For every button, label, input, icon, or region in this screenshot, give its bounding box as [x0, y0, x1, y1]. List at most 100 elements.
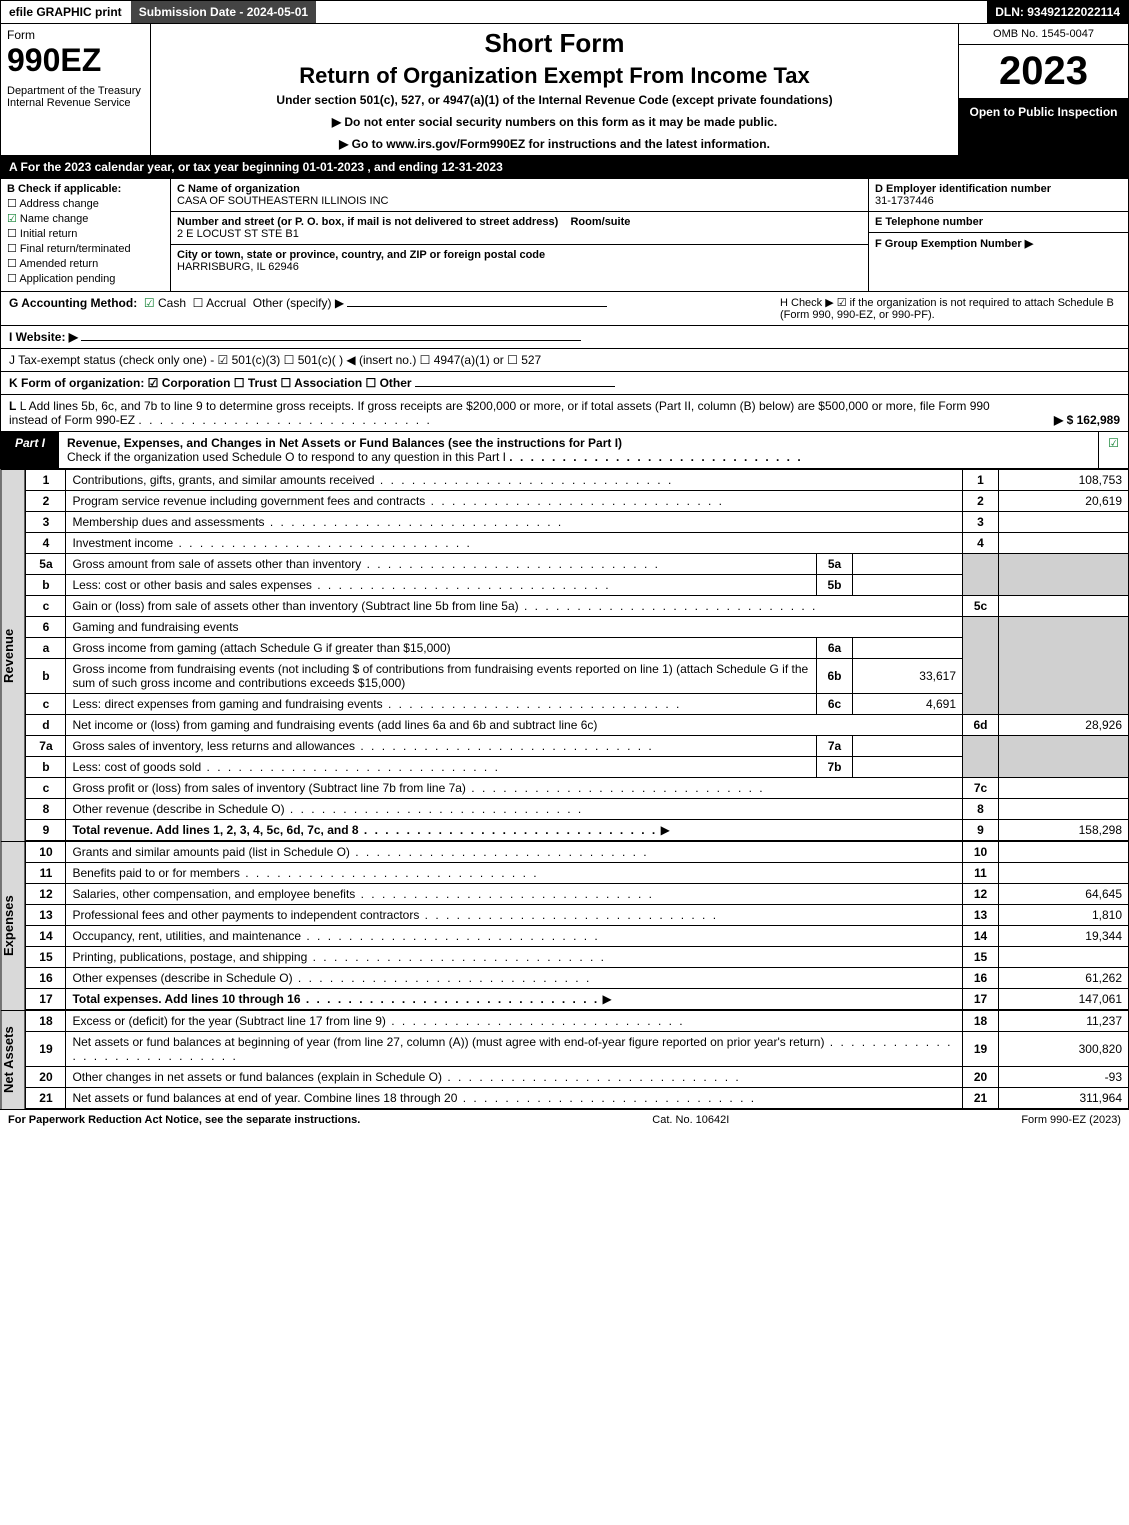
l11-amt: [999, 863, 1129, 884]
l7c-desc: Gross profit or (loss) from sales of inv…: [66, 778, 963, 799]
org-city: HARRISBURG, IL 62946: [177, 261, 299, 273]
website-line: [81, 340, 581, 341]
l8-rno: 8: [963, 799, 999, 820]
row-g-h: G Accounting Method: ☑ Cash ☐ Accrual Ot…: [0, 292, 1129, 326]
top-bar: efile GRAPHIC print Submission Date - 20…: [0, 0, 1129, 24]
l19-desc: Net assets or fund balances at beginning…: [66, 1032, 963, 1067]
l2-no: 2: [26, 491, 66, 512]
other-specify-line: [347, 306, 607, 307]
chk-final-return: Final return/terminated: [7, 242, 164, 255]
l7a-desc: Gross sales of inventory, less returns a…: [66, 736, 817, 757]
row-l-amount: ▶ $ 162,989: [1000, 413, 1120, 427]
tax-year: 2023: [959, 45, 1128, 99]
l7a-subno: 7a: [817, 736, 853, 757]
l13-no: 13: [26, 905, 66, 926]
l10-no: 10: [26, 842, 66, 863]
l20-amt: -93: [999, 1067, 1129, 1088]
website-label: I Website: ▶: [9, 330, 78, 344]
l2-amt: 20,619: [999, 491, 1129, 512]
group-exemption-label: F Group Exemption Number ▶: [875, 238, 1033, 250]
l13-desc: Professional fees and other payments to …: [66, 905, 963, 926]
l7c-rno: 7c: [963, 778, 999, 799]
l17-amt: 147,061: [999, 989, 1129, 1010]
l21-rno: 21: [963, 1088, 999, 1109]
l16-amt: 61,262: [999, 968, 1129, 989]
l5c-amt: [999, 596, 1129, 617]
org-name-label: C Name of organization: [177, 183, 300, 195]
l7b-no: b: [26, 757, 66, 778]
return-title: Return of Organization Exempt From Incom…: [159, 63, 950, 89]
l3-rno: 3: [963, 512, 999, 533]
l17-desc: Total expenses. Add lines 10 through 16 …: [66, 989, 963, 1010]
line-13: 13 Professional fees and other payments …: [26, 905, 1129, 926]
net-assets-table: 18 Excess or (deficit) for the year (Sub…: [25, 1010, 1129, 1109]
line-6d: d Net income or (loss) from gaming and f…: [26, 715, 1129, 736]
row-k: K Form of organization: ☑ Corporation ☐ …: [0, 372, 1129, 395]
info-block: B Check if applicable: Address change Na…: [0, 179, 1129, 292]
l1-amt: 108,753: [999, 470, 1129, 491]
line-12: 12 Salaries, other compensation, and emp…: [26, 884, 1129, 905]
row-l-dots: [138, 413, 431, 427]
part1-check: ☑: [1098, 432, 1128, 468]
l5ab-shade: [963, 554, 999, 596]
net-assets-section: Net Assets 18 Excess or (deficit) for th…: [0, 1010, 1129, 1109]
omb-number: OMB No. 1545-0047: [959, 24, 1128, 45]
l4-no: 4: [26, 533, 66, 554]
org-name: CASA OF SOUTHEASTERN ILLINOIS INC: [177, 195, 389, 207]
l20-rno: 20: [963, 1067, 999, 1088]
chk-name-change: Name change: [7, 212, 164, 225]
line-5c: c Gain or (loss) from sale of assets oth…: [26, 596, 1129, 617]
line-1: 1 Contributions, gifts, grants, and simi…: [26, 470, 1129, 491]
ein-label: D Employer identification number: [875, 183, 1051, 195]
l16-desc: Other expenses (describe in Schedule O): [66, 968, 963, 989]
expenses-table: 10 Grants and similar amounts paid (list…: [25, 841, 1129, 1010]
line-19: 19 Net assets or fund balances at beginn…: [26, 1032, 1129, 1067]
l5b-no: b: [26, 575, 66, 596]
l21-no: 21: [26, 1088, 66, 1109]
l21-amt: 311,964: [999, 1088, 1129, 1109]
l2-desc: Program service revenue including govern…: [66, 491, 963, 512]
chk-address-change: Address change: [7, 197, 164, 210]
short-form-title: Short Form: [159, 28, 950, 59]
form-number: 990EZ: [7, 42, 144, 79]
accrual-label: Accrual: [206, 296, 246, 310]
revenue-section: Revenue 1 Contributions, gifts, grants, …: [0, 469, 1129, 841]
footer-left: For Paperwork Reduction Act Notice, see …: [8, 1114, 360, 1126]
part1-title: Revenue, Expenses, and Changes in Net As…: [59, 432, 1098, 468]
line-17: 17 Total expenses. Add lines 10 through …: [26, 989, 1129, 1010]
org-addr-label: Number and street (or P. O. box, if mail…: [177, 216, 558, 228]
l9-no: 9: [26, 820, 66, 841]
dln-label: DLN: 93492122022114: [987, 1, 1128, 23]
l5a-no: 5a: [26, 554, 66, 575]
l17-no: 17: [26, 989, 66, 1010]
department: Department of the Treasury Internal Reve…: [7, 85, 144, 109]
other-label: Other (specify) ▶: [253, 296, 344, 310]
l1-rno: 1: [963, 470, 999, 491]
l20-desc: Other changes in net assets or fund bala…: [66, 1067, 963, 1088]
line-14: 14 Occupancy, rent, utilities, and maint…: [26, 926, 1129, 947]
l10-desc: Grants and similar amounts paid (list in…: [66, 842, 963, 863]
l19-amt: 300,820: [999, 1032, 1129, 1067]
l7c-no: c: [26, 778, 66, 799]
l6b-no: b: [26, 659, 66, 694]
l12-amt: 64,645: [999, 884, 1129, 905]
form-header: Form 990EZ Department of the Treasury In…: [0, 24, 1129, 156]
footer-mid: Cat. No. 10642I: [652, 1114, 729, 1126]
l8-no: 8: [26, 799, 66, 820]
l6-desc: Gaming and fundraising events: [66, 617, 963, 638]
l8-desc: Other revenue (describe in Schedule O): [66, 799, 963, 820]
l18-no: 18: [26, 1011, 66, 1032]
l6b-subamt: 33,617: [853, 659, 963, 694]
line-2: 2 Program service revenue including gove…: [26, 491, 1129, 512]
l6b-subno: 6b: [817, 659, 853, 694]
l14-amt: 19,344: [999, 926, 1129, 947]
row-a-calendar: A For the 2023 calendar year, or tax yea…: [0, 156, 1129, 179]
l10-rno: 10: [963, 842, 999, 863]
l7ab-shade: [963, 736, 999, 778]
subtitle: Under section 501(c), 527, or 4947(a)(1)…: [159, 93, 950, 107]
row-h: H Check ▶ ☑ if the organization is not r…: [780, 296, 1120, 321]
l5c-rno: 5c: [963, 596, 999, 617]
line-21: 21 Net assets or fund balances at end of…: [26, 1088, 1129, 1109]
header-middle: Short Form Return of Organization Exempt…: [151, 24, 958, 155]
note-url: ▶ Go to www.irs.gov/Form990EZ for instru…: [159, 137, 950, 151]
